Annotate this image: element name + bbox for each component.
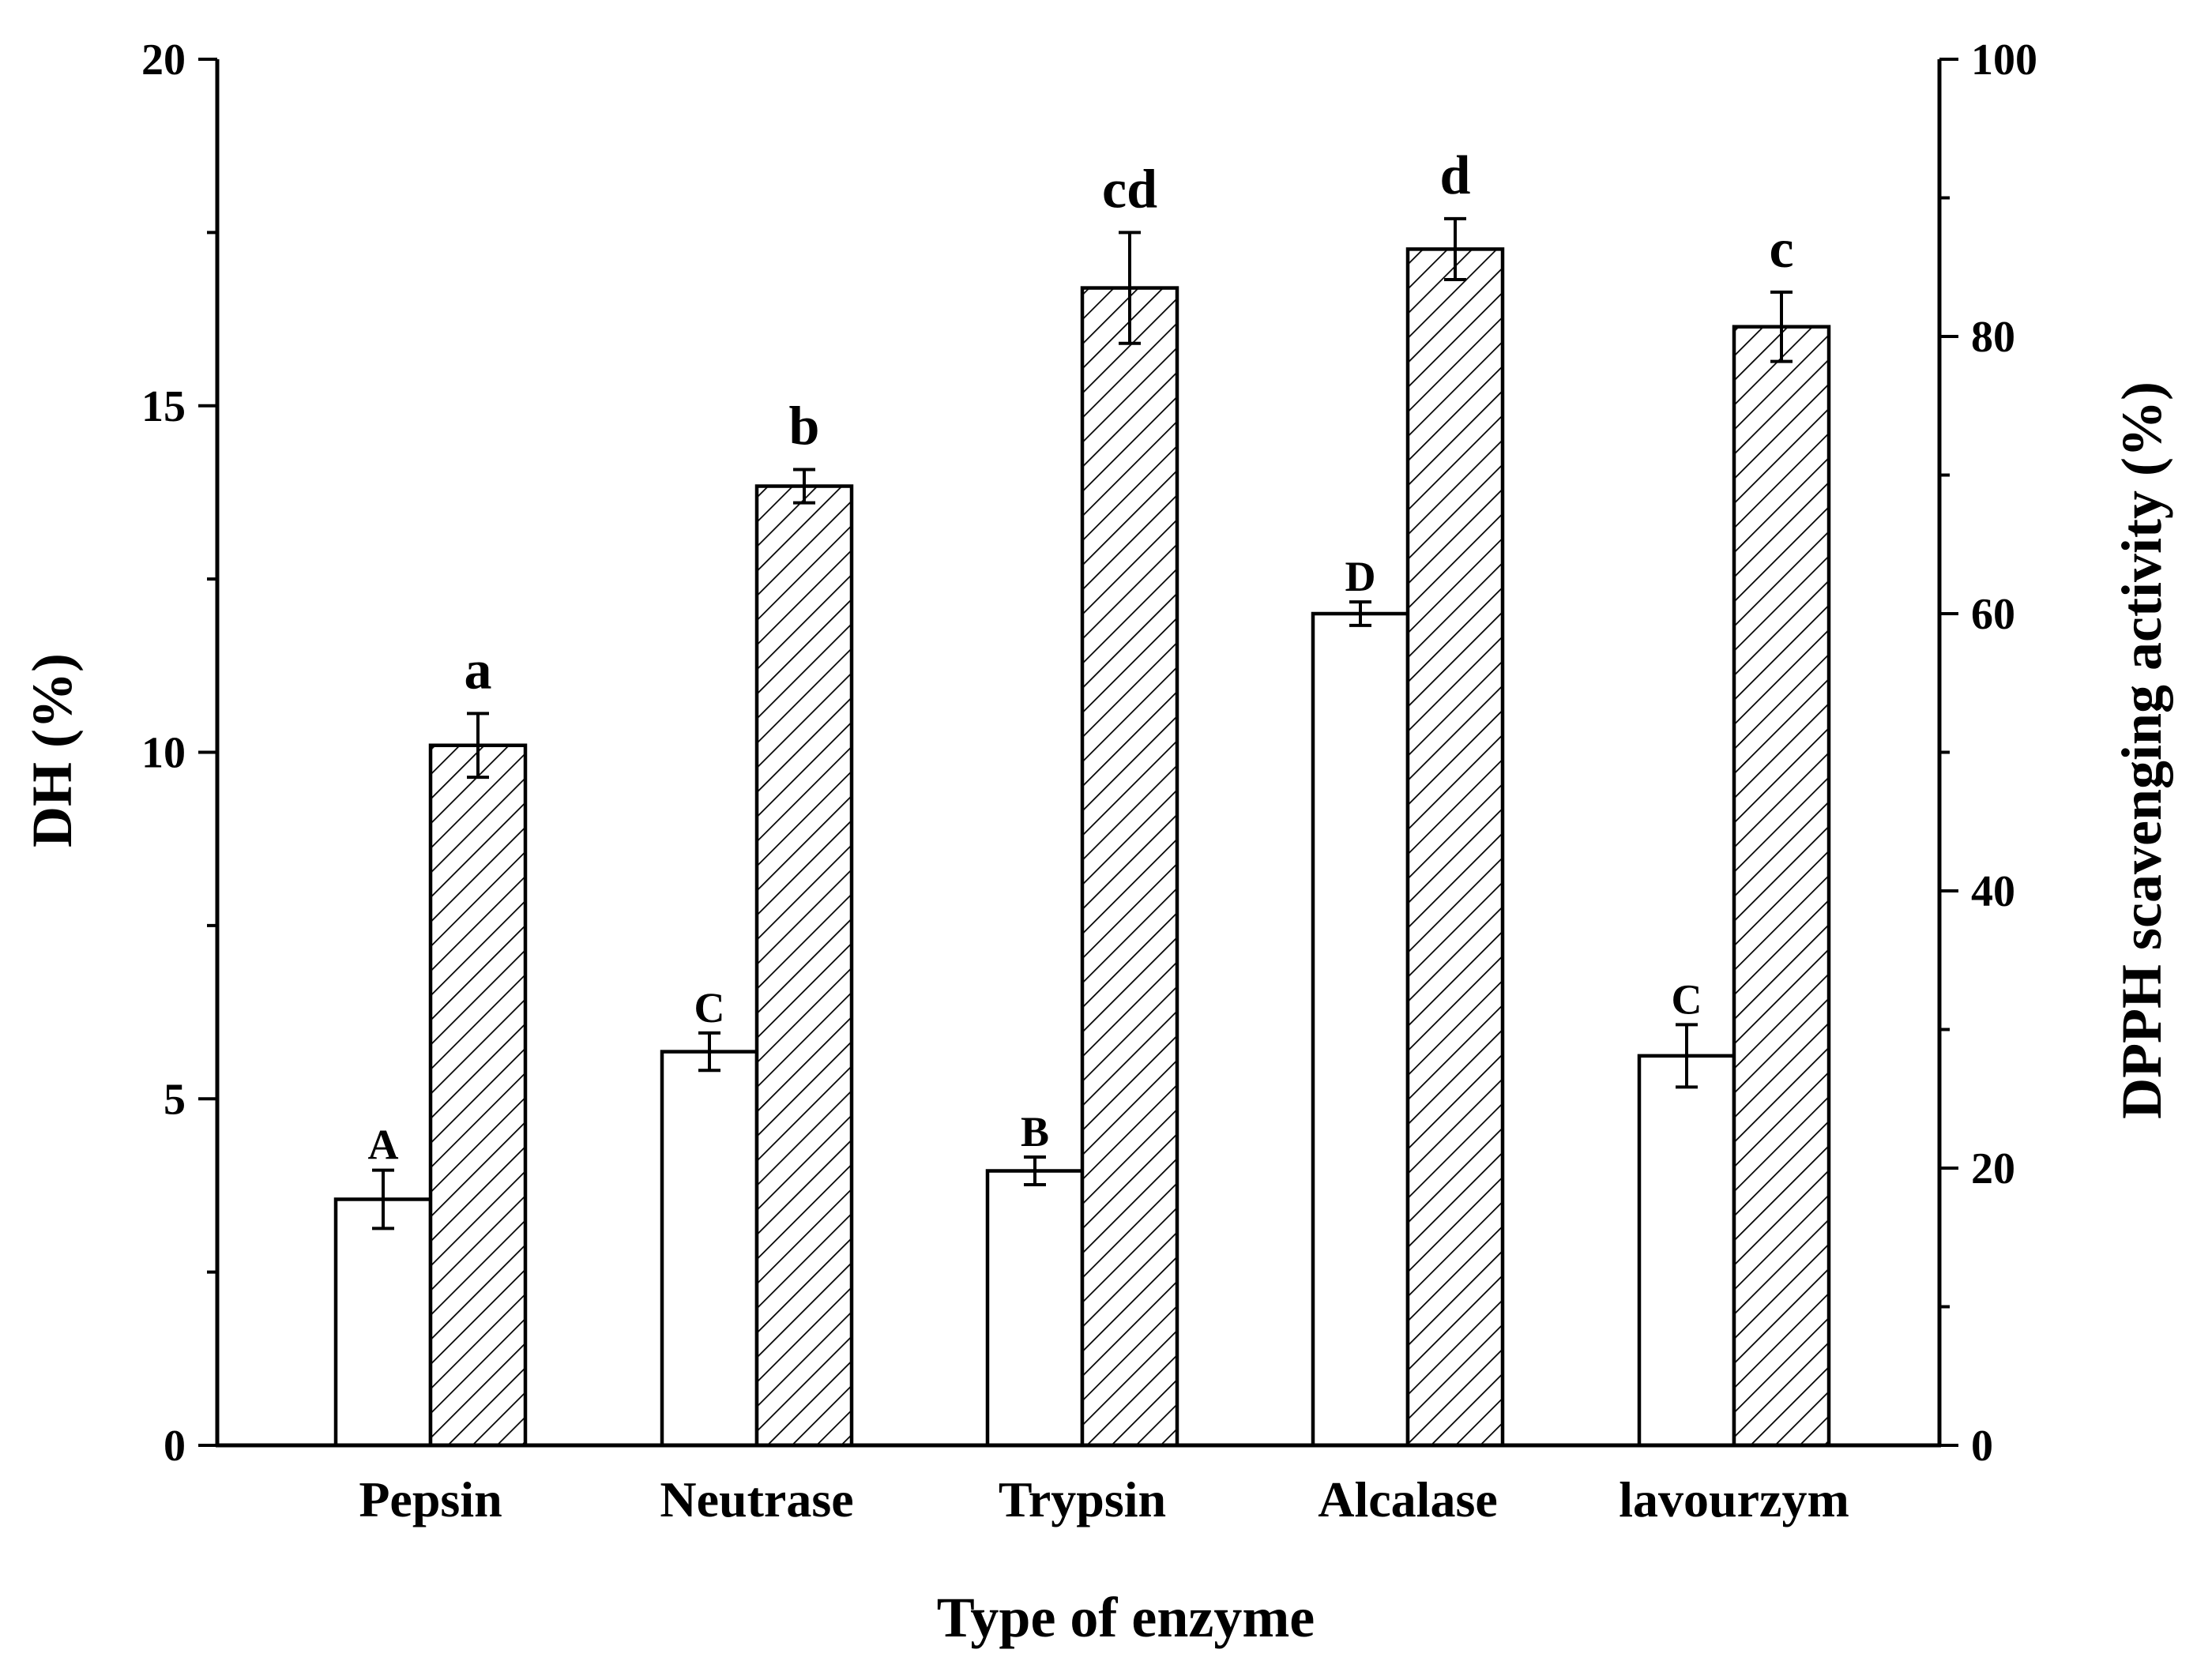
bar-dpph-scavenging-activity-pepsin xyxy=(428,743,528,1448)
bar-dh-lavourzym xyxy=(1637,1054,1736,1448)
axes-layer: 0 5 10 15 20 0 20 40 60 80 100 Pepsin Neutrase Trypsi… xyxy=(141,36,2037,1527)
significance-label: d xyxy=(1440,145,1471,206)
bar-dpph-scavenging-activity-trypsin xyxy=(1080,286,1179,1448)
x-tick-label: Neutrase xyxy=(660,1471,853,1527)
y2-tick-label: 40 xyxy=(1971,867,2015,916)
bar-dpph-scavenging-activity-neutrase xyxy=(754,484,854,1448)
y-tick-label: 5 xyxy=(164,1075,186,1124)
y2-tick-label: 80 xyxy=(1971,313,2015,362)
y-tick-label: 15 xyxy=(141,382,186,431)
bar-dh-neutrase xyxy=(660,1050,759,1448)
x-tick-label: Pepsin xyxy=(359,1471,502,1527)
significance-label: cd xyxy=(1102,159,1157,220)
y2-tick-label: 20 xyxy=(1971,1144,2015,1193)
significance-label: A xyxy=(368,1122,399,1169)
y2-tick-label: 100 xyxy=(1971,36,2037,85)
y2-tick-label: 0 xyxy=(1971,1422,1993,1471)
y2-axis-title: DPPH scavenging activity (%) xyxy=(2110,381,2173,1119)
significance-label: C xyxy=(694,984,725,1031)
bar-dpph-scavenging-activity-lavourzym xyxy=(1732,325,1831,1448)
y-tick-label: 0 xyxy=(164,1422,186,1471)
significance-label: c xyxy=(1769,219,1793,280)
significance-label: b xyxy=(789,396,820,457)
significance-label: D xyxy=(1345,553,1376,600)
y-tick-label: 10 xyxy=(141,729,186,778)
significance-label: a xyxy=(465,640,492,701)
bar-dh-alcalase xyxy=(1311,611,1410,1448)
y-tick-label: 20 xyxy=(141,36,186,85)
significance-label: C xyxy=(1672,975,1702,1023)
x-tick-label: Alcalase xyxy=(1318,1471,1498,1527)
y2-tick-label: 60 xyxy=(1971,590,2015,639)
bar-dh-pepsin xyxy=(333,1197,433,1448)
x-tick-label: Trypsin xyxy=(999,1471,1166,1527)
x-tick-label: lavourzym xyxy=(1619,1471,1849,1527)
bar-dh-trypsin xyxy=(985,1169,1085,1448)
bars-layer: A C B D Ca b cd d c xyxy=(333,145,1831,1448)
y-axis-title: DH (%) xyxy=(21,653,84,847)
x-axis-title: Type of enzyme xyxy=(937,1586,1315,1649)
bar-dpph-scavenging-activity-alcalase xyxy=(1405,247,1505,1448)
significance-label: B xyxy=(1021,1108,1049,1155)
